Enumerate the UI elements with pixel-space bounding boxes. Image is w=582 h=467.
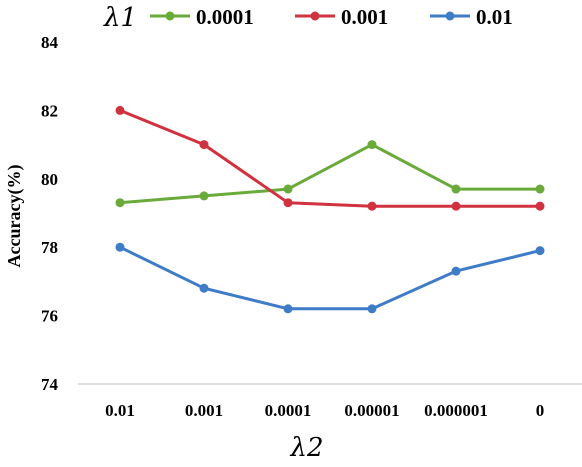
series-line	[120, 110, 540, 206]
y-tick-label: 74	[41, 375, 59, 394]
x-tick-label: 0.0001	[265, 401, 312, 420]
series-0.0001	[116, 140, 545, 207]
data-point	[116, 243, 125, 252]
data-point	[200, 191, 209, 200]
x-tick-label: 0.01	[105, 401, 135, 420]
series-group	[116, 106, 545, 313]
y-axis-label: Accuracy(%)	[4, 165, 25, 268]
data-point	[116, 198, 125, 207]
data-point	[284, 185, 293, 194]
y-tick-label: 82	[41, 101, 58, 120]
data-point	[368, 140, 377, 149]
data-point	[116, 106, 125, 115]
x-tick-label: 0	[536, 401, 545, 420]
legend-title: λ1	[103, 3, 137, 33]
legend-label: 0.0001	[196, 5, 254, 29]
data-point	[284, 304, 293, 313]
y-tick-label: 80	[41, 170, 58, 189]
y-tick-label: 84	[41, 33, 59, 52]
data-point	[452, 267, 461, 276]
data-point	[452, 202, 461, 211]
data-point	[368, 304, 377, 313]
x-axis-label-text: λ2	[289, 433, 323, 463]
data-point	[368, 202, 377, 211]
data-point	[536, 185, 545, 194]
legend-label: 0.001	[341, 5, 388, 29]
data-point	[200, 284, 209, 293]
x-axis-ticks: 0.01 0.001 0.0001 0.00001 0.000001 0	[105, 401, 544, 420]
series-0.01	[116, 243, 545, 314]
series-0.001	[116, 106, 545, 211]
legend-swatch-marker	[311, 12, 320, 21]
x-axis-label: λ2	[289, 433, 323, 463]
y-tick-label: 76	[41, 307, 58, 326]
legend-item: 0.01	[430, 5, 513, 29]
legend-item: 0.001	[295, 5, 388, 29]
legend-item: 0.0001	[150, 5, 254, 29]
data-point	[284, 198, 293, 207]
data-point	[536, 246, 545, 255]
y-tick-label: 78	[41, 238, 58, 257]
data-point	[452, 185, 461, 194]
legend-swatch-marker	[166, 12, 175, 21]
x-tick-label: 0.00001	[344, 401, 399, 420]
data-point	[536, 202, 545, 211]
y-axis-ticks: 74 76 78 80 82 84	[41, 33, 59, 394]
series-line	[120, 247, 540, 309]
legend-label: 0.01	[476, 5, 513, 29]
data-point	[200, 140, 209, 149]
series-line	[120, 145, 540, 203]
x-tick-label: 0.000001	[424, 401, 488, 420]
legend-swatch-marker	[446, 12, 455, 21]
legend: λ1 0.0001 0.001 0.01	[103, 3, 513, 33]
x-tick-label: 0.001	[185, 401, 223, 420]
legend-title-text: λ1	[103, 3, 137, 33]
